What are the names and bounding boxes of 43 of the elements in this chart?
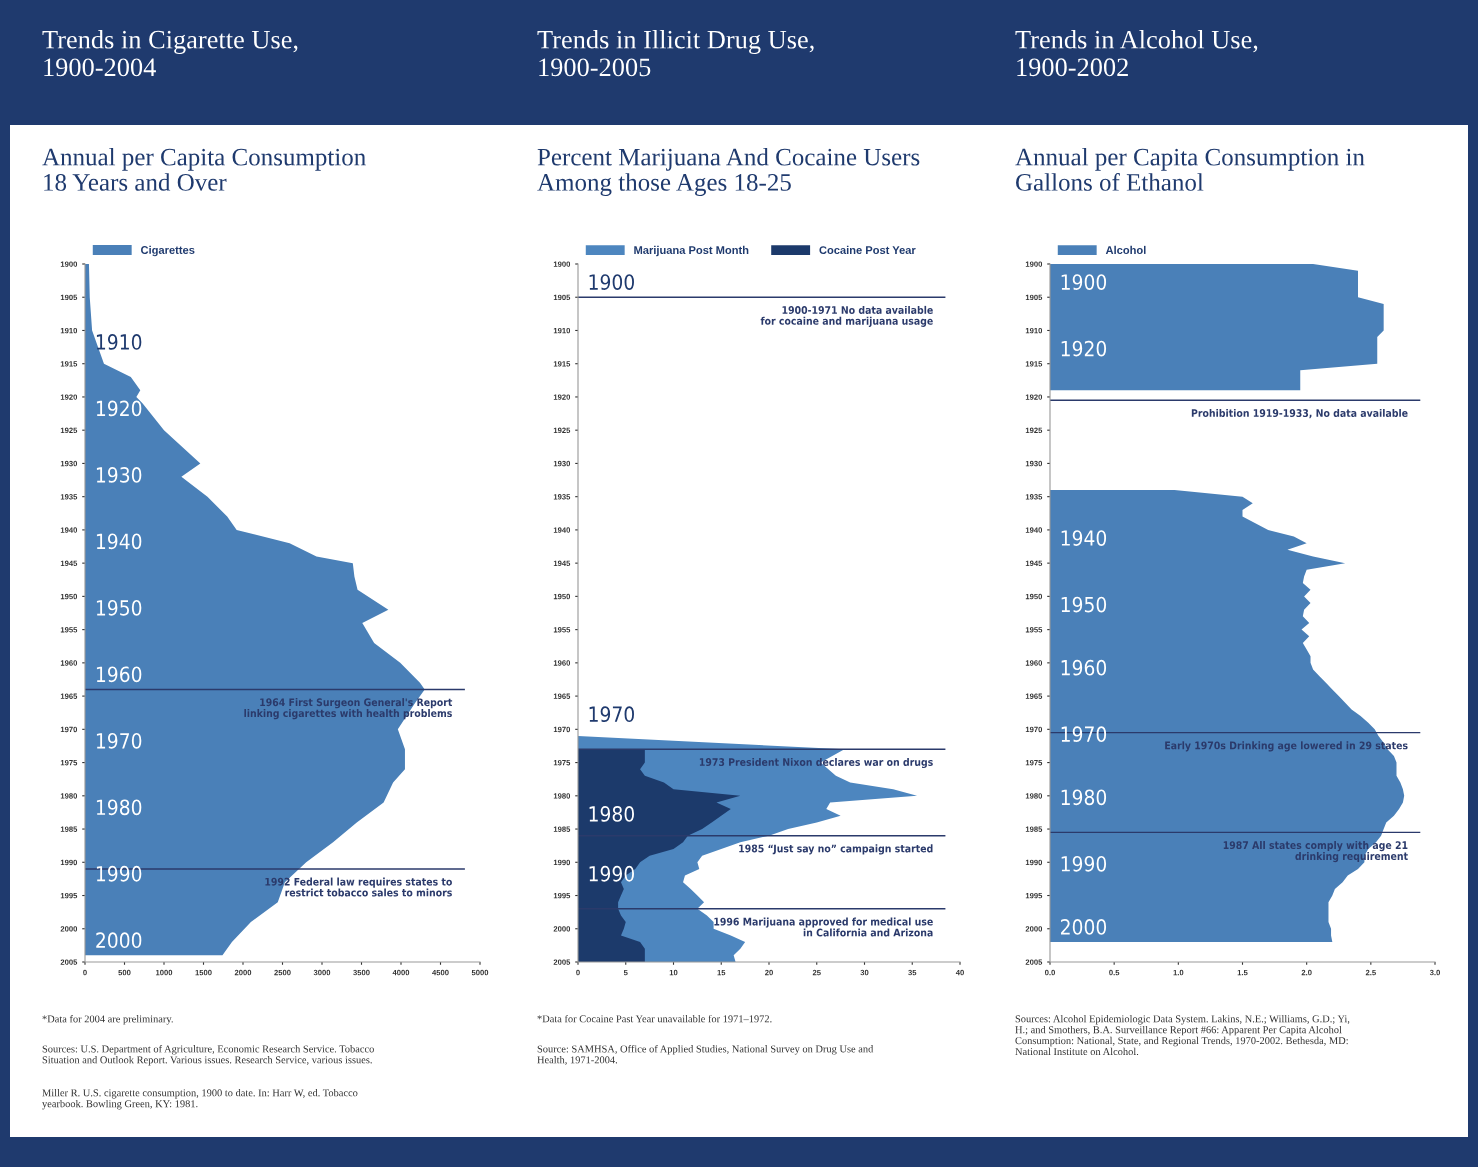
annotation: 1900 xyxy=(589,274,634,290)
annotation: 2000 xyxy=(1061,919,1107,935)
ref-line-label: Prohibition 1919-1933, No data available xyxy=(1191,408,1408,419)
annotation: 1990 xyxy=(589,865,634,882)
chart-title: Trends in Cigarette Use, 1900-2004 xyxy=(42,30,298,77)
annotation: 1970 xyxy=(589,706,634,723)
chart-subtitle: Annual per Capita Consumption in Gallons of Ethanol xyxy=(1015,148,1365,191)
ref-line-label: 1985 “Just say no” campaign started xyxy=(739,844,933,855)
legend-label: Cocaine Post Year xyxy=(819,245,916,255)
annotation: 1920 xyxy=(96,400,142,417)
annotation: 1940 xyxy=(1061,530,1107,546)
source-note: Sources: U.S. Department of Agriculture, Economic Research Service. Tobacco Situation and Outlook Report. Various issues. Research Service, various issues. xyxy=(42,1045,374,1066)
annotation: 1970 xyxy=(96,732,142,749)
annotation: 1900 xyxy=(1061,274,1107,290)
annotation: 1950 xyxy=(1061,596,1107,613)
chart-title: Trends in Alcohol Use, 1900-2002 xyxy=(1015,30,1258,77)
source-note: Source: SAMHSA, Office of Applied Studies, National Survey on Drug Use and Health, 1971-2004. xyxy=(537,1045,874,1065)
chart-title: Trends in Illicit Drug Use, 1900-2005 xyxy=(537,30,814,77)
annotation: 2000 xyxy=(96,932,142,949)
annotation: 1990 xyxy=(1061,855,1107,872)
annotation: 1910 xyxy=(96,334,142,350)
ref-line-label: 1996 Marijuana approved for medical use in California and Arizona xyxy=(714,917,933,937)
legend-label: Cigarettes xyxy=(141,245,195,257)
chart-subtitle: Annual per Capita Consumption 18 Years and Over xyxy=(42,148,366,191)
text: Miller R. U.S. cigarette consumption, 1900 to date. In: Harr W, ed. Tobacco yearbook. Bowling Green, KY: 1981. xyxy=(42,1089,358,1110)
annotation: 1940 xyxy=(96,533,142,550)
legend-label: Alcohol xyxy=(1105,245,1146,255)
legend-label: Marijuana Post Month xyxy=(634,245,749,257)
annotation: 1920 xyxy=(1061,340,1107,357)
chart-subtitle: Percent Marijuana And Cocaine Users Among those Ages 18-25 xyxy=(537,148,920,197)
annotation: 1960 xyxy=(96,666,142,683)
ref-line-label: 1900-1971 No data available for cocaine and marijuana usage xyxy=(760,305,933,327)
annotation: 1950 xyxy=(96,599,142,616)
annotation: 1960 xyxy=(1061,659,1107,676)
annotation: 1980 xyxy=(96,799,142,816)
annotation: 1980 xyxy=(1061,789,1107,806)
annotation: 1990 xyxy=(96,865,142,882)
text: *Data for 2004 are preliminary. xyxy=(42,1015,173,1025)
source-note: Sources: Alcohol Epidemiologic Data System. Lakins, N.E.; Williams, G.D.; Yi, H.; and Smothers, B.A. Surveillance Report #66: Apparent Per Capita Alcohol Consumption: National, State, and Regional Trends, 1970-2002. Bethesda, MD: National Institute on Alcohol. xyxy=(1015,1015,1350,1056)
text: *Data for Cocaine Past Year unavailable for 1971–1972. xyxy=(537,1014,772,1023)
annotation: 1970 xyxy=(1061,726,1107,743)
annotation: 1980 xyxy=(589,806,634,822)
annotation: 1930 xyxy=(96,467,142,483)
